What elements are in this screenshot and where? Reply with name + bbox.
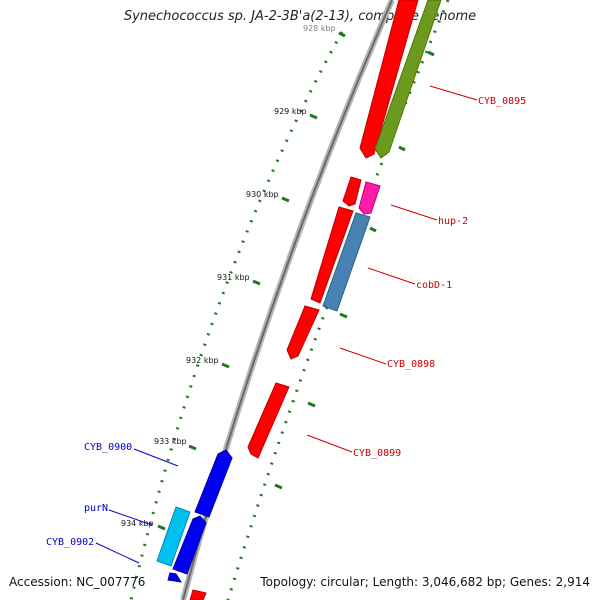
reverse-genes — [156, 449, 233, 583]
tick-933 — [188, 444, 197, 451]
outer-dotted-track — [129, 31, 344, 600]
gene-bottom-red[interactable] — [189, 589, 207, 600]
leader-CYB_0900 — [133, 448, 179, 467]
inner-tick — [274, 483, 283, 490]
inner-tick — [398, 145, 406, 152]
tick-labels: 928 kbp 929 kbp 930 kbp 931 kbp 932 kbp … — [121, 24, 336, 528]
leader-cobD-1 — [367, 267, 416, 285]
gene-CYB_0899[interactable] — [247, 382, 290, 459]
gene-label-CYB_0895: CYB_0895 — [478, 96, 526, 107]
gene-CYB_0895[interactable] — [374, 0, 442, 159]
tick-929 — [309, 113, 318, 120]
gene-hup-2[interactable] — [358, 181, 381, 215]
tick-marks — [157, 31, 346, 531]
tick-928 — [338, 31, 346, 38]
tick-932 — [221, 362, 230, 369]
tick-label: 930 kbp — [246, 190, 279, 199]
tick-label: 934 kbp — [121, 519, 154, 528]
gene-label-CYB_0900: CYB_0900 — [84, 442, 132, 453]
gene-cobD-1[interactable] — [322, 212, 371, 312]
gene-CYB_0894[interactable] — [359, 0, 419, 159]
tick-label: 932 kbp — [186, 356, 219, 365]
inner-tick — [339, 312, 348, 319]
genome-summary-text: Topology: circular; Length: 3,046,682 bp… — [260, 575, 590, 589]
gene-label-CYB_0899: CYB_0899 — [353, 448, 401, 459]
gene-labels: CYB_0895 hup-2 cobD-1 CYB_0898 CYB_0899 … — [46, 96, 526, 548]
leader-CYB_0902 — [95, 542, 140, 564]
inner-tick — [369, 226, 377, 233]
leader-hup-2 — [390, 204, 438, 221]
gene-CYB_0902[interactable] — [167, 572, 183, 583]
gene-CYB_0900[interactable] — [194, 449, 233, 518]
genome-backbone-edge — [182, 0, 393, 600]
gene-CYB_0896[interactable] — [310, 206, 354, 304]
tick-934 — [157, 524, 166, 531]
tick-930 — [281, 196, 290, 203]
inner-dotted-track — [226, 0, 450, 600]
inner-tick — [307, 401, 316, 408]
genome-backbone — [180, 0, 395, 600]
inner-tick — [427, 50, 435, 57]
inner-tick-marks — [274, 50, 435, 490]
tick-label: 933 kbp — [154, 437, 187, 446]
tick-label: 929 kbp — [274, 107, 307, 116]
gene-label-CYB_0898: CYB_0898 — [387, 359, 435, 370]
gene-label-hup-2: hup-2 — [438, 216, 468, 227]
leader-CYB_0895 — [429, 85, 478, 101]
tick-label: 931 kbp — [217, 273, 250, 282]
gene-label-CYB_0902: CYB_0902 — [46, 537, 94, 548]
leader-CYB_0899 — [306, 434, 353, 453]
leader-purN — [108, 509, 153, 526]
gene-CYB_0901[interactable] — [172, 515, 207, 575]
tick-label: 928 kbp — [303, 24, 336, 33]
gene-unnamed-red[interactable] — [342, 176, 362, 207]
gene-CYB_0898[interactable] — [286, 305, 320, 360]
leader-CYB_0898 — [339, 347, 387, 365]
tick-931 — [252, 279, 261, 286]
leader-lines — [95, 85, 478, 564]
accession-text: Accession: NC_007776 — [9, 575, 146, 589]
gene-label-purN: purN — [84, 503, 108, 514]
genes — [189, 0, 442, 600]
gene-purN[interactable] — [156, 506, 191, 567]
gene-label-cobD-1: cobD-1 — [416, 280, 452, 291]
